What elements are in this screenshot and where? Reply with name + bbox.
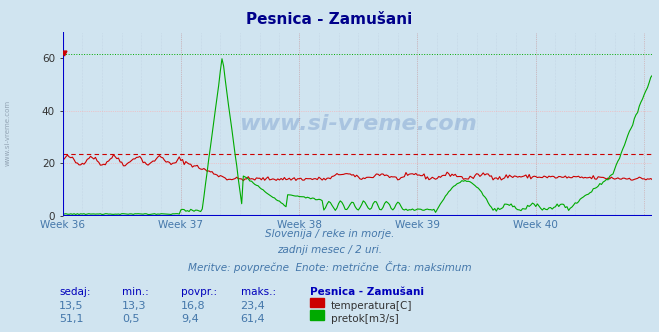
Text: 9,4: 9,4 — [181, 314, 199, 324]
Text: www.si-vreme.com: www.si-vreme.com — [239, 114, 476, 134]
Text: Pesnica - Zamušani: Pesnica - Zamušani — [310, 287, 424, 297]
Text: 0,5: 0,5 — [122, 314, 140, 324]
Text: pretok[m3/s]: pretok[m3/s] — [331, 314, 399, 324]
Text: zadnji mesec / 2 uri.: zadnji mesec / 2 uri. — [277, 245, 382, 255]
Text: Meritve: povprečne  Enote: metrične  Črta: maksimum: Meritve: povprečne Enote: metrične Črta:… — [188, 261, 471, 273]
Text: 16,8: 16,8 — [181, 301, 206, 311]
Text: min.:: min.: — [122, 287, 149, 297]
Text: 13,5: 13,5 — [59, 301, 84, 311]
Text: povpr.:: povpr.: — [181, 287, 217, 297]
Text: temperatura[C]: temperatura[C] — [331, 301, 413, 311]
Text: maks.:: maks.: — [241, 287, 275, 297]
Text: sedaj:: sedaj: — [59, 287, 91, 297]
Text: 51,1: 51,1 — [59, 314, 84, 324]
Text: www.si-vreme.com: www.si-vreme.com — [5, 100, 11, 166]
Text: Slovenija / reke in morje.: Slovenija / reke in morje. — [265, 229, 394, 239]
Text: 61,4: 61,4 — [241, 314, 265, 324]
Text: 13,3: 13,3 — [122, 301, 146, 311]
Text: Pesnica - Zamušani: Pesnica - Zamušani — [246, 12, 413, 27]
Text: 23,4: 23,4 — [241, 301, 266, 311]
